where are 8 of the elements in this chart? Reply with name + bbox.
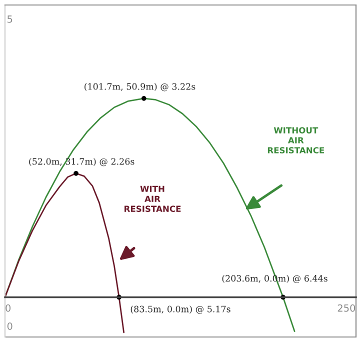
text: 5 <box>8 16 12 23</box>
text: WITHOUT AIR RESISTANCE <box>268 127 324 154</box>
annotation: (52.0m, 31.7m) @ 2.26s <box>29 158 134 166</box>
annotation: 0 <box>7 322 12 330</box>
annotation: (83.5m, 0.0m) @ 5.17s <box>130 306 230 314</box>
x-tick-label: 250 <box>338 304 356 312</box>
annotation: (101.7m, 50.9m) @ 3.22s <box>84 83 196 92</box>
text: WITH AIR RESISTANCE <box>124 186 181 212</box>
